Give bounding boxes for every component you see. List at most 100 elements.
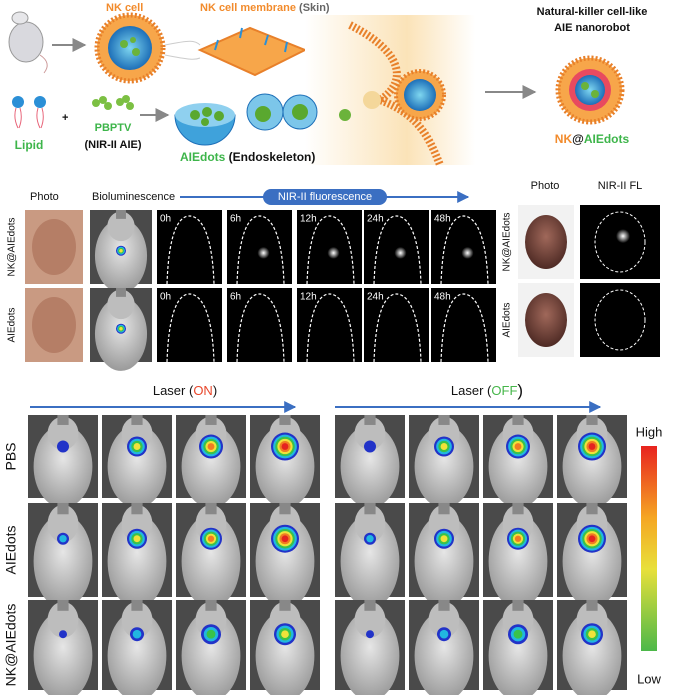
bioluminescence-header: Bioluminescence: [92, 191, 175, 203]
body-outline: [236, 293, 285, 363]
signal: [514, 443, 522, 450]
nir-spot: [394, 246, 407, 259]
group-label: Laser (ON): [153, 383, 217, 398]
skin-photo-head: [32, 219, 76, 275]
mouse-head: [47, 504, 79, 543]
mouse-body: [562, 514, 622, 609]
nose-cone: [57, 503, 69, 515]
organ-outline: [594, 289, 646, 351]
nose-cone: [438, 415, 450, 425]
membrane-label: NK cell membrane (Skin): [200, 2, 330, 14]
nose-cone: [438, 600, 450, 611]
signal: [440, 443, 448, 451]
row-label: PBS: [3, 442, 19, 470]
nose-cone: [512, 415, 524, 425]
body-outline: [306, 215, 355, 285]
mouse-body: [107, 514, 167, 609]
nose-cone: [131, 503, 143, 515]
signal: [366, 535, 374, 543]
time-label: 0h: [160, 214, 171, 225]
signal: [439, 629, 449, 639]
mouse-body: [107, 610, 167, 695]
membrane-text: NK cell membrane: [200, 2, 296, 14]
signal: [59, 630, 67, 639]
lipid-label: Lipid: [15, 138, 44, 152]
time-label: 0h: [160, 292, 171, 303]
signal: [514, 535, 522, 542]
row-label: AIEdots: [7, 307, 18, 342]
nose-cone: [279, 503, 291, 515]
body-outline: [306, 293, 355, 363]
mouse-body: [488, 424, 548, 508]
mouse-body: [94, 218, 148, 293]
nose-cone: [364, 415, 376, 425]
mouse-head: [107, 289, 135, 320]
row-label: NK@AIEdots: [7, 217, 18, 276]
group-prefix: Laser (: [451, 383, 492, 398]
mouse-body: [181, 610, 241, 695]
signal: [207, 443, 215, 450]
time-label: 12h: [300, 214, 317, 225]
mouse-body: [414, 610, 474, 695]
signal: [588, 535, 596, 543]
signal: [366, 630, 374, 639]
signal: [133, 443, 141, 451]
photo-header: Photo: [30, 191, 59, 203]
nose-cone: [131, 600, 143, 611]
mouse-body: [414, 424, 474, 508]
arrow-label: NIR-II fluorescence: [278, 191, 372, 203]
nose-cone: [279, 600, 291, 611]
brain: [525, 215, 567, 269]
signal: [59, 535, 67, 543]
mouse-head: [121, 601, 153, 638]
aiedots-label: AIEdots (Endoskeleton): [180, 150, 315, 164]
mouse-head: [354, 601, 386, 638]
product-nk: NK: [555, 132, 573, 146]
time-label: 6h: [230, 214, 241, 225]
nose-cone: [116, 210, 126, 219]
mouse-body: [255, 514, 315, 609]
nose-cone: [57, 415, 69, 425]
mouse-body: [414, 514, 474, 609]
time-label: 12h: [300, 292, 317, 303]
nose-cone: [586, 600, 598, 611]
nose-cone: [364, 600, 376, 611]
signal: [132, 629, 142, 639]
row-label: AIEdots: [3, 525, 19, 574]
organ-fl-header: NIR-II FL: [598, 180, 643, 192]
schematic-art: [8, 11, 625, 167]
product-label: NK@AIEdots: [555, 132, 630, 146]
row-label: NK@AIEdots: [3, 604, 19, 687]
signal: [588, 630, 596, 639]
arrow-label-box: [263, 189, 387, 205]
mouse-body: [340, 424, 400, 508]
nose-cone: [116, 288, 126, 297]
mouse-head: [107, 211, 135, 242]
body-outline: [166, 215, 215, 285]
nose-cone: [586, 503, 598, 515]
mouse-head: [47, 416, 79, 450]
colorbar: [641, 446, 657, 651]
nose-cone: [364, 503, 376, 515]
pbptv-label: PBPTV: [95, 122, 132, 134]
time-label: 48h: [434, 214, 451, 225]
group-suffix: ): [213, 383, 217, 398]
signal: [281, 535, 289, 543]
nir-spot: [327, 246, 340, 259]
mouse-body: [255, 610, 315, 695]
membrane-note: (Skin): [296, 2, 330, 14]
time-label: 6h: [230, 292, 241, 303]
time-label: 48h: [434, 292, 451, 303]
nose-cone: [438, 503, 450, 515]
mouse-body: [562, 610, 622, 695]
signal: [119, 248, 123, 253]
nanorobot-title: AIE nanorobot: [554, 22, 630, 34]
body-outline: [373, 293, 422, 363]
organ-photo-header: Photo: [531, 180, 560, 192]
signal: [281, 443, 289, 450]
brain: [525, 293, 567, 347]
nose-cone: [205, 600, 217, 611]
product-dots: AIEdots: [584, 132, 630, 146]
nose-cone: [131, 415, 143, 425]
time-label: 24h: [367, 292, 384, 303]
